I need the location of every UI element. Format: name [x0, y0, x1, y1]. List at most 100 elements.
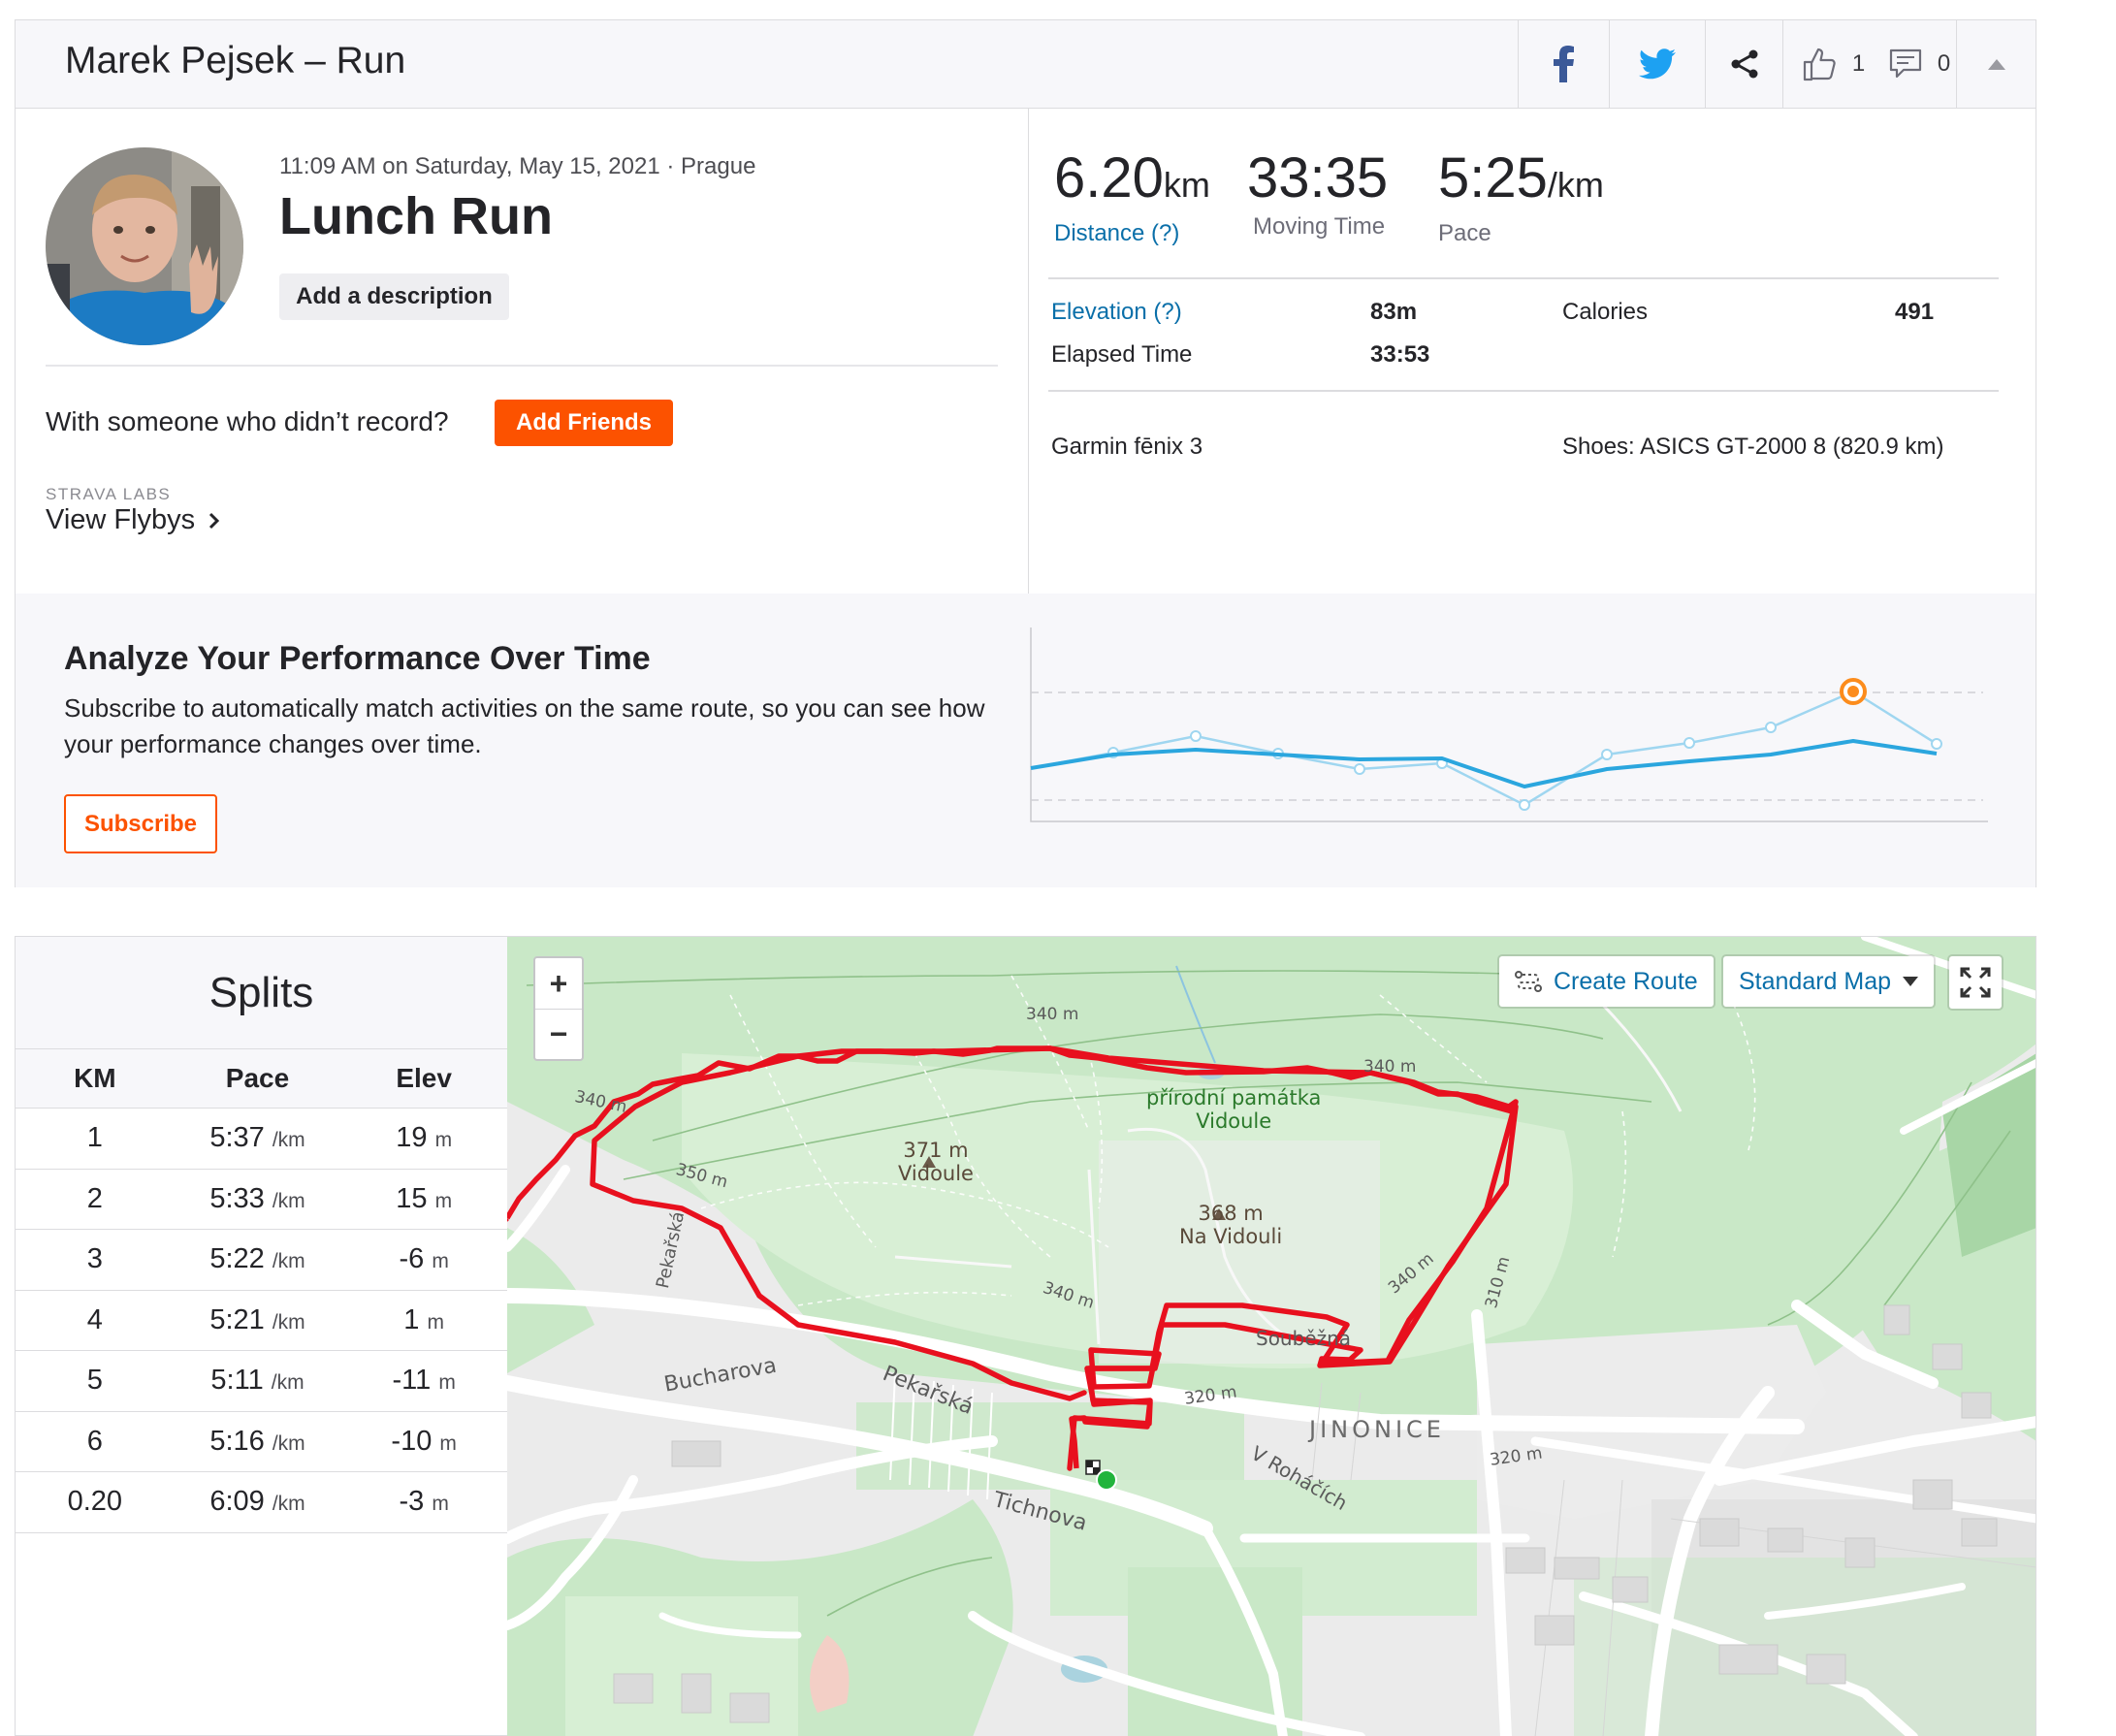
- elev-unit: m: [432, 1493, 449, 1516]
- activity-stats: 6.20km Distance (?) 33:35 Moving Time 5:…: [1028, 109, 2037, 594]
- map-canvas[interactable]: [507, 937, 2036, 1736]
- table-row[interactable]: 2 5:33 /km 15 m: [16, 1170, 507, 1230]
- moving-time-label: Moving Time: [1253, 213, 1386, 240]
- calories-label: Calories: [1562, 299, 1649, 325]
- split-elev: -10: [391, 1425, 433, 1457]
- fullscreen-icon: [1960, 967, 1991, 998]
- split-elev: -6: [399, 1243, 425, 1275]
- split-elev: 1: [403, 1303, 420, 1335]
- table-row[interactable]: 6 5:16 /km -10 m: [16, 1412, 507, 1472]
- split-pace: 6:09: [209, 1486, 265, 1518]
- distance-stat: 6.20km Distance (?): [1054, 147, 1210, 247]
- add-friends-button[interactable]: Add Friends: [495, 400, 673, 446]
- pace-unit: /km: [271, 1371, 305, 1395]
- split-km: 6: [86, 1425, 103, 1457]
- split-pace: 5:11: [210, 1365, 264, 1397]
- analyze-performance-section: Analyze Your Performance Over Time Subsc…: [16, 594, 2036, 887]
- comparison-point: [1931, 738, 1942, 750]
- calories-value: 491: [1895, 299, 1935, 325]
- table-row[interactable]: 1 5:37 /km 19 m: [16, 1109, 507, 1170]
- pace-unit: /km: [272, 1250, 305, 1273]
- start-marker-icon: [1096, 1469, 1117, 1491]
- pace-unit: /km: [1547, 165, 1604, 205]
- peak-label: 371 m Vidoule: [898, 1139, 974, 1185]
- fullscreen-button[interactable]: [1949, 956, 2002, 1009]
- table-row[interactable]: 3 5:22 /km -6 m: [16, 1230, 507, 1291]
- comparison-line: [1030, 690, 1938, 807]
- device-name: Garmin fēnix 3: [1051, 434, 1203, 460]
- divider: [1048, 277, 1999, 279]
- caret-up-icon: [1987, 59, 2005, 70]
- peak-label: 368 m Na Vidouli: [1179, 1202, 1283, 1248]
- map-type-select[interactable]: Standard Map: [1723, 956, 1935, 1007]
- split-km: 1: [86, 1122, 103, 1154]
- kudos-count: 1: [1851, 50, 1866, 77]
- zoom-in-button[interactable]: +: [549, 965, 568, 1001]
- split-km: 4: [86, 1303, 103, 1335]
- split-elev: 15: [396, 1182, 428, 1214]
- view-flybys-link[interactable]: View Flybys: [46, 504, 220, 536]
- route-map[interactable]: 371 m Vidoule 368 m Na Vidouli přírodní pa…: [507, 936, 2036, 1736]
- subscribe-button[interactable]: Subscribe: [64, 794, 217, 853]
- header-actions: 1 0: [1518, 20, 2036, 108]
- elevation-label[interactable]: Elevation (?): [1051, 299, 1182, 325]
- shoes-info: Shoes: ASICS GT-2000 8 (820.9 km): [1562, 434, 1944, 460]
- pace-unit: /km: [272, 1493, 305, 1516]
- comment-icon: [1889, 48, 1921, 79]
- divider: [46, 365, 998, 367]
- elapsed-time-value: 33:53: [1370, 341, 1430, 368]
- activity-header: Marek Pejsek – Run 1 0: [16, 20, 2036, 109]
- table-row[interactable]: 0.20 6:09 /km -3 m: [16, 1472, 507, 1533]
- moving-time-value: 33:35: [1247, 146, 1389, 209]
- elev-unit: m: [439, 1431, 457, 1455]
- comment-button[interactable]: 0: [1883, 20, 1956, 108]
- page-title: Marek Pejsek – Run: [65, 40, 406, 81]
- performance-sparkline: [1030, 627, 1988, 822]
- comparison-point: [1519, 799, 1530, 811]
- add-description-button[interactable]: Add a description: [279, 273, 509, 320]
- with-someone-text: With someone who didn’t record?: [46, 406, 449, 436]
- activity-card: Marek Pejsek – Run 1 0: [15, 19, 2036, 887]
- collapse-button[interactable]: [1956, 20, 2036, 108]
- moving-time-stat: 33:35 Moving Time: [1247, 147, 1388, 241]
- split-pace: 5:16: [209, 1425, 265, 1457]
- avatar[interactable]: [46, 147, 243, 345]
- route-loop: [590, 1045, 1519, 1471]
- table-row[interactable]: 4 5:21 /km 1 m: [16, 1291, 507, 1351]
- column-header-elev: Elev: [396, 1063, 452, 1093]
- pace-unit: /km: [272, 1310, 305, 1334]
- facebook-share-button[interactable]: [1518, 20, 1609, 108]
- create-route-button[interactable]: Create Route: [1499, 956, 1714, 1007]
- zoom-control: + −: [533, 956, 584, 1061]
- split-elev: 19: [396, 1122, 428, 1154]
- elev-unit: m: [438, 1371, 456, 1395]
- comparison-point: [1683, 737, 1695, 749]
- pace-label: Pace: [1438, 220, 1491, 246]
- table-row[interactable]: 5 5:11 /km -11 m: [16, 1351, 507, 1412]
- elapsed-time-label: Elapsed Time: [1051, 341, 1193, 368]
- street-label: Souběžná: [1256, 1327, 1352, 1350]
- distance-value: 6.20: [1054, 146, 1164, 209]
- split-km: 3: [86, 1243, 103, 1275]
- comparison-point: [1765, 722, 1777, 733]
- twitter-share-button[interactable]: [1609, 20, 1705, 108]
- column-header-pace: Pace: [225, 1063, 290, 1093]
- facebook-icon: [1553, 46, 1574, 82]
- map-type-label: Standard Map: [1739, 967, 1892, 995]
- pace-unit: /km: [272, 1431, 305, 1455]
- comparison-point: [1354, 763, 1365, 775]
- distance-label[interactable]: Distance (?): [1054, 220, 1180, 246]
- split-elev: -3: [399, 1486, 425, 1518]
- peak-marker-icon: [1212, 1208, 1226, 1220]
- share-button[interactable]: [1705, 20, 1782, 108]
- nature-reserve-label: přírodní památka Vidoule: [1146, 1086, 1322, 1133]
- kudos-button[interactable]: 1: [1782, 20, 1883, 108]
- analyze-body: Subscribe to automatically match activit…: [64, 693, 985, 758]
- zoom-out-button[interactable]: −: [535, 1009, 582, 1059]
- analyze-title: Analyze Your Performance Over Time: [64, 640, 651, 677]
- pace-value: 5:25: [1438, 146, 1548, 209]
- contour-label: 340 m: [1026, 1005, 1079, 1024]
- peak-marker-icon: [922, 1156, 936, 1168]
- create-route-label: Create Route: [1554, 967, 1698, 995]
- split-pace: 5:21: [209, 1303, 265, 1335]
